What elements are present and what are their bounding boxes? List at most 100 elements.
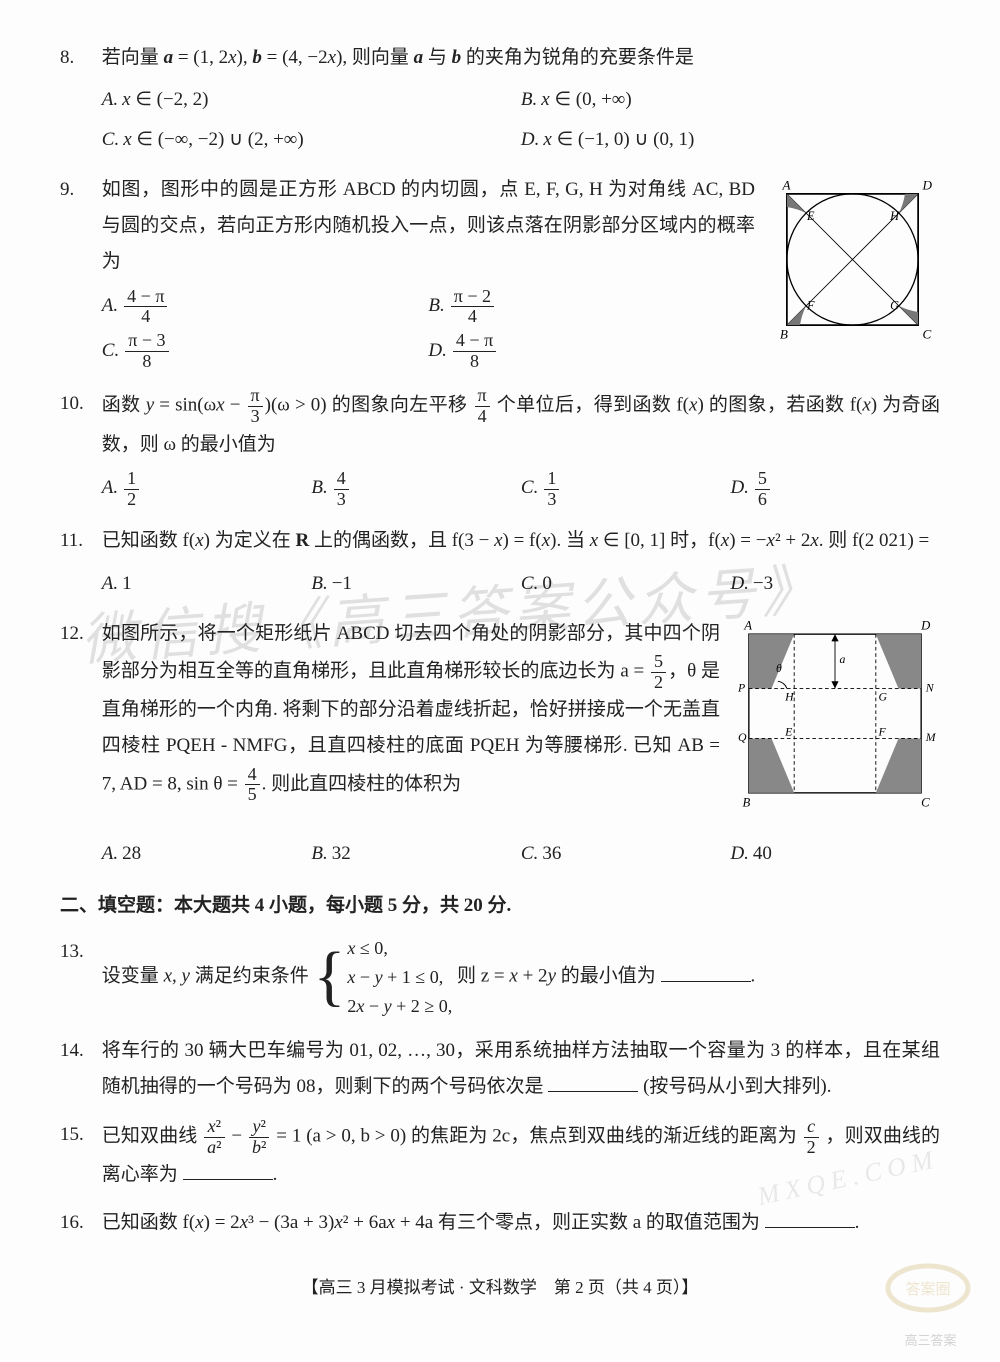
t: ) = − bbox=[729, 530, 766, 551]
t: − bbox=[231, 1125, 247, 1146]
q8-options: A.x ∈ (−2, 2) B.x ∈ (0, +∞) C.x ∈ (−∞, −… bbox=[102, 80, 940, 160]
q9-optC: C.π − 38 bbox=[102, 329, 429, 374]
t: = (4, −2 bbox=[262, 47, 328, 68]
d: 6 bbox=[755, 489, 770, 510]
n: π bbox=[248, 386, 263, 406]
n: 1 bbox=[124, 469, 139, 489]
svg-text:θ: θ bbox=[776, 661, 782, 675]
t: ≤ 0, bbox=[355, 938, 387, 958]
svg-text:M: M bbox=[925, 730, 937, 744]
question-10: 10. 函数 y = sin(ωx − π3)(ω > 0) 的图象向左平移 π… bbox=[60, 386, 940, 511]
q12-optC: C.36 bbox=[521, 834, 731, 874]
t: + 4a 有三个零点，则正实数 a 的取值范围为 bbox=[395, 1212, 765, 1233]
t: 与 bbox=[423, 47, 452, 68]
t: 满足约束条件 bbox=[190, 966, 314, 987]
q14-blank bbox=[548, 1071, 638, 1092]
question-13: 13. 设变量 x, y 满足约束条件 { x ≤ 0, x − y + 1 ≤… bbox=[60, 934, 940, 1021]
q11-text: 已知函数 f(x) 为定义在 R 上的偶函数，且 f(3 − x) = f(x)… bbox=[102, 523, 940, 559]
t: . 则此直四棱柱的体积为 bbox=[262, 773, 462, 794]
lblA: A bbox=[782, 178, 792, 193]
q15-num: 15. bbox=[60, 1117, 84, 1153]
d: 3 bbox=[248, 406, 263, 427]
d: 5 bbox=[245, 784, 260, 805]
t: 40 bbox=[753, 843, 772, 864]
svg-text:a: a bbox=[840, 652, 846, 666]
lblC: C bbox=[923, 327, 932, 342]
t: , bbox=[172, 966, 182, 987]
lblF: F bbox=[806, 299, 815, 313]
t: 32 bbox=[332, 843, 351, 864]
q16-num: 16. bbox=[60, 1205, 84, 1241]
t: ³ − (3a + 3) bbox=[248, 1212, 334, 1233]
n: π − 2 bbox=[451, 287, 494, 307]
t: 已知函数 f( bbox=[102, 530, 195, 551]
t: −1 bbox=[332, 573, 352, 594]
q10-optC: C.13 bbox=[521, 467, 731, 512]
q11-optB: B.−1 bbox=[311, 564, 521, 604]
t: + 2 bbox=[518, 966, 548, 987]
t: 1 bbox=[122, 573, 132, 594]
question-11: 微信搜《高三答案公众号》 11. 已知函数 f(x) 为定义在 R 上的偶函数，… bbox=[60, 523, 940, 603]
t: 28 bbox=[122, 843, 141, 864]
t: = sin(ω bbox=[154, 395, 216, 416]
t: 个单位后，得到函数 f( bbox=[492, 395, 689, 416]
t: 已知函数 f( bbox=[102, 1212, 195, 1233]
t: ∈ (−1, 0) ∪ (0, 1) bbox=[552, 129, 694, 150]
n: π − 3 bbox=[125, 331, 168, 351]
n: c bbox=[804, 1117, 819, 1137]
q9-optD: D.4 − π8 bbox=[428, 329, 755, 374]
d: 4 bbox=[124, 306, 167, 327]
q11-num: 11. bbox=[60, 523, 83, 559]
q9-options: A.4 − π4 B.π − 24 C.π − 38 D.4 − π8 bbox=[102, 285, 755, 374]
q13-num: 13. bbox=[60, 934, 84, 970]
d: 4 bbox=[475, 406, 490, 427]
lblE: E bbox=[806, 209, 815, 223]
t: − bbox=[364, 996, 383, 1016]
svg-text:Q: Q bbox=[738, 730, 747, 744]
q12-options: A.28 B.32 C.36 D.40 bbox=[102, 834, 940, 874]
q12-optA: A.28 bbox=[102, 834, 312, 874]
t: ) = f( bbox=[503, 530, 542, 551]
n: π bbox=[475, 386, 490, 406]
t: 的最小值为 bbox=[556, 966, 661, 987]
t: ) = 2 bbox=[204, 1212, 240, 1233]
q10-options: A.12 B.43 C.13 D.56 bbox=[102, 467, 940, 512]
t: 如图所示，将一个矩形纸片 ABCD 切去四个角处的阴影部分，其中四个阴影部分为相… bbox=[102, 623, 720, 682]
t: ∈ [0, 1] 时，f( bbox=[598, 530, 721, 551]
t: ), bbox=[237, 47, 253, 68]
question-15: 15. 已知双曲线 x²a² − y²b² = 1 (a > 0, b > 0)… bbox=[60, 1117, 940, 1194]
q9-optB: B.π − 24 bbox=[428, 285, 755, 330]
t: ) 为定义在 bbox=[204, 530, 296, 551]
t: ∈ (−∞, −2) ∪ (2, +∞) bbox=[132, 129, 304, 150]
t: − bbox=[225, 395, 246, 416]
d: 3 bbox=[544, 489, 559, 510]
constraint-system: { x ≤ 0, x − y + 1 ≤ 0, 2x − y + 2 ≥ 0, bbox=[313, 934, 452, 1021]
t: ∈ (0, +∞) bbox=[550, 89, 632, 110]
t: 上的偶函数，且 f(3 − bbox=[309, 530, 494, 551]
t: ). 当 bbox=[550, 530, 590, 551]
t: + 1 ≤ 0, bbox=[383, 967, 444, 987]
t: . 则 f(2 021) = bbox=[819, 530, 929, 551]
t: 0 bbox=[542, 573, 552, 594]
svg-text:N: N bbox=[925, 680, 935, 694]
t: 设变量 bbox=[102, 966, 164, 987]
n: 5 bbox=[651, 652, 666, 672]
t: = (1, 2 bbox=[173, 47, 228, 68]
q15-text: 已知双曲线 x²a² − y²b² = 1 (a > 0, b > 0) 的焦距… bbox=[102, 1117, 940, 1194]
svg-text:B: B bbox=[742, 795, 750, 809]
svg-text:A: A bbox=[743, 618, 752, 632]
t: 函数 bbox=[102, 395, 146, 416]
q10-num: 10. bbox=[60, 386, 84, 422]
svg-text:H: H bbox=[784, 689, 795, 703]
t: ), 则向量 bbox=[336, 47, 414, 68]
q12-figure: A D B C P N Q M H G E F θ a bbox=[730, 616, 940, 824]
q11-optD: D.−3 bbox=[730, 564, 940, 604]
lblB: B bbox=[780, 327, 788, 342]
q10-text: 函数 y = sin(ωx − π3)(ω > 0) 的图象向左平移 π4 个单… bbox=[102, 386, 940, 463]
q13-blank bbox=[661, 961, 751, 982]
badge-subtitle: 高三答案 bbox=[883, 1329, 978, 1354]
t: (按号码从小到大排列). bbox=[643, 1076, 831, 1097]
d: 4 bbox=[451, 306, 494, 327]
t: 的夹角为锐角的充要条件是 bbox=[461, 47, 694, 68]
badge-text: 答案圈 bbox=[905, 1280, 950, 1298]
